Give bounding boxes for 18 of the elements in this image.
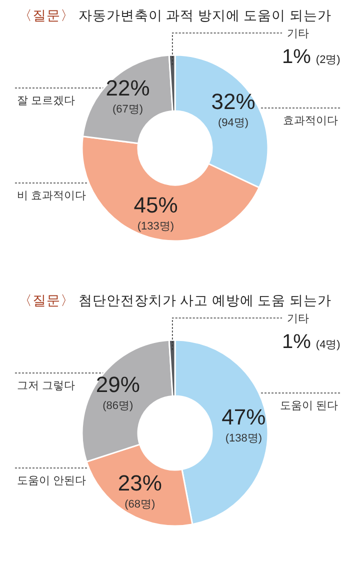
slice-label: 잘 모르겠다 bbox=[17, 95, 76, 107]
data-label: 1% (4명) bbox=[282, 331, 340, 353]
slice-label: 비 효과적이다 bbox=[17, 190, 86, 202]
slice-label: 효과적이다 bbox=[283, 115, 338, 127]
slice-label: 기타 bbox=[287, 28, 309, 40]
slice-label: 도움이 된다 bbox=[280, 400, 338, 412]
data-label: 1% (2명) bbox=[282, 46, 340, 68]
data-label: 22% (67명) bbox=[106, 76, 150, 116]
slice-label: 그저 그렇다 bbox=[17, 380, 76, 392]
data-label: 32% (94명) bbox=[211, 89, 256, 130]
data-label: 47% (138명) bbox=[222, 404, 266, 445]
data-label: 29% (86명) bbox=[96, 372, 140, 412]
data-label: 45% (133명) bbox=[134, 192, 178, 232]
chart-title: 〈질문〉 첨단안전장치가 사고 예방에 도움 되는가 bbox=[18, 293, 332, 308]
slice-label: 기타 bbox=[287, 313, 309, 325]
chart-title: 〈질문〉 자동가변축이 과적 방지에 도움이 되는가 bbox=[18, 8, 332, 23]
slice-label: 도움이 안된다 bbox=[17, 475, 86, 487]
data-label: 23% (68명) bbox=[118, 470, 162, 510]
